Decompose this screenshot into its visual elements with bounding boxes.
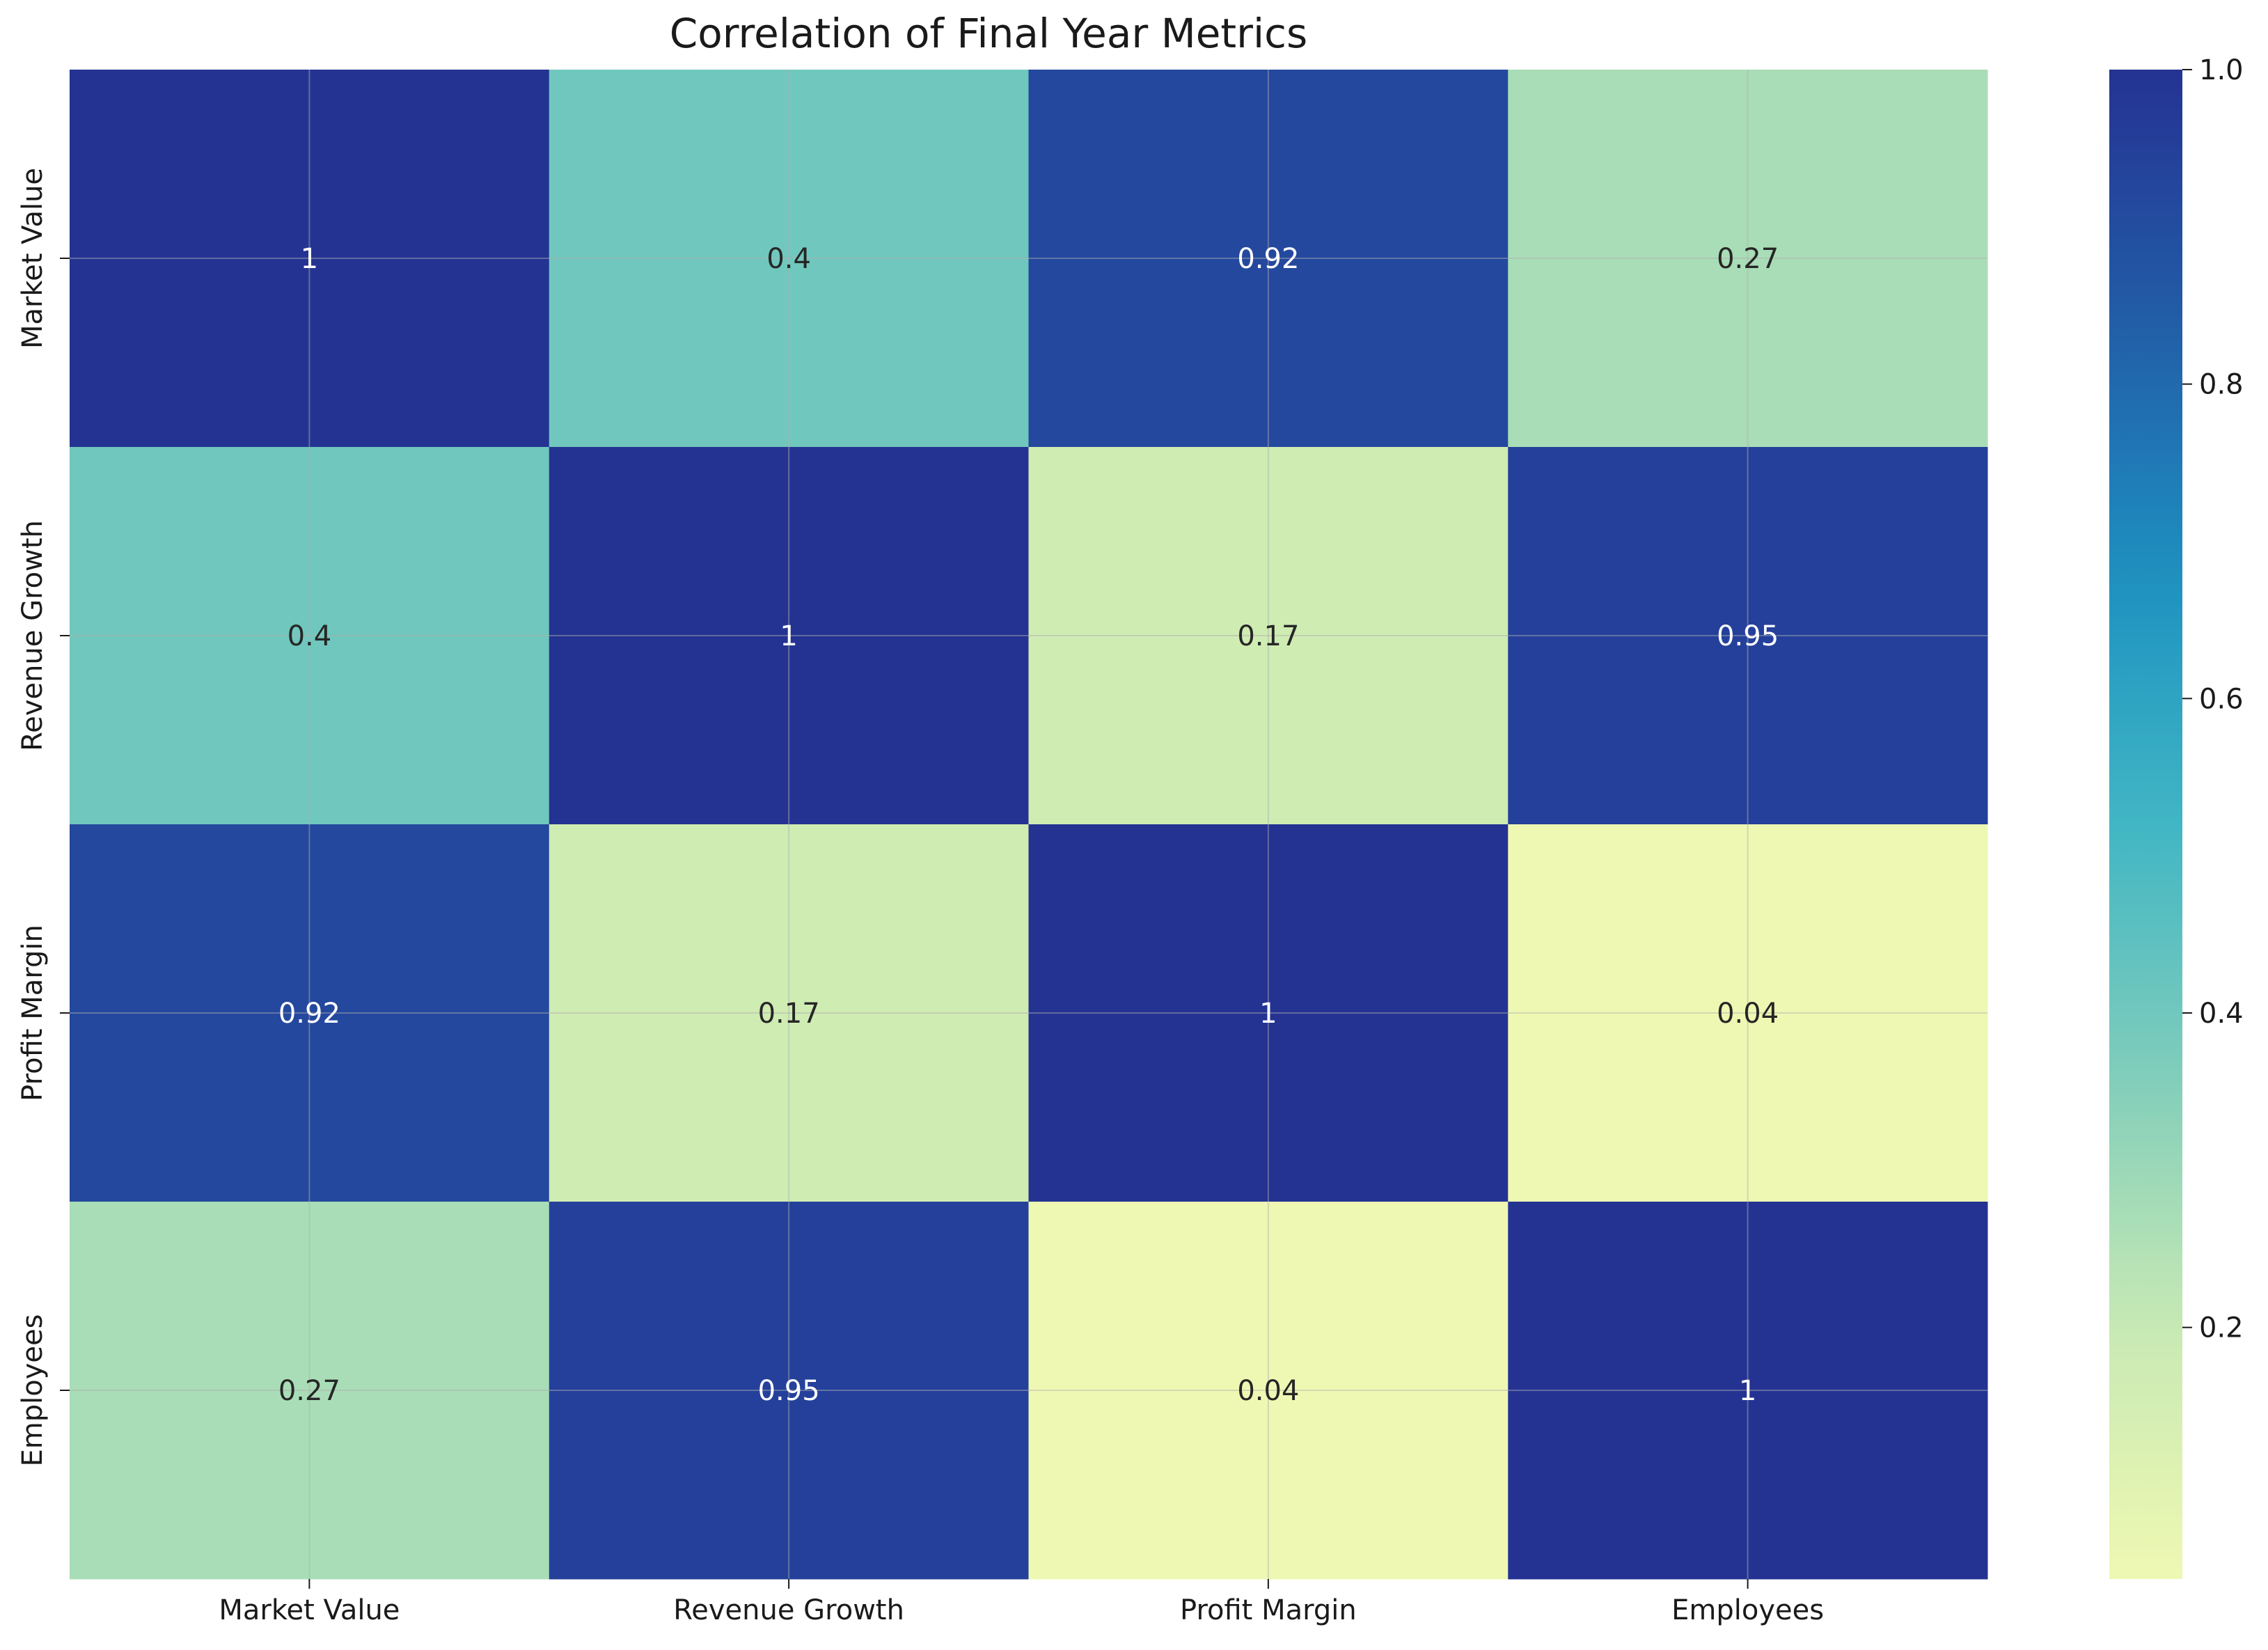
cell-annotation: 0.4 (288, 620, 332, 652)
x-axis: Market Value Revenue Growth Profit Margin E… (219, 1579, 1824, 1626)
cell-annotation: 0.92 (278, 998, 340, 1030)
x-tick-label: Market Value (219, 1594, 400, 1626)
colorbar: 0.2 0.4 0.6 0.8 1.0 (2109, 54, 2244, 1579)
cell-annotation: 0.92 (1237, 243, 1299, 275)
cell-annotation: 0.95 (758, 1375, 820, 1407)
heatmap-cell (1508, 824, 1988, 1202)
heatmap-cell (70, 70, 550, 448)
cell-annotation: 1 (301, 243, 318, 275)
heatmap-cell (549, 824, 1029, 1202)
heatmap-cell (1028, 824, 1509, 1202)
heatmap-cell (549, 447, 1029, 825)
heatmap-cell (1508, 447, 1988, 825)
y-tick-label: Revenue Growth (17, 520, 49, 751)
x-tick-label: Profit Margin (1180, 1594, 1357, 1626)
heatmap-cell (70, 824, 550, 1202)
cell-annotations: 1 0.4 0.92 0.27 0.4 1 0.17 0.95 0.92 0.17 1 0.04 0.2… (278, 243, 1779, 1407)
cell-annotation: 0.04 (1237, 1375, 1299, 1407)
cell-annotation: 0.04 (1717, 998, 1779, 1030)
heatmap-cell (1508, 1202, 1988, 1580)
cell-annotation: 0.27 (1717, 243, 1779, 275)
colorbar-tick-label: 0.6 (2199, 683, 2244, 715)
heatmap-cell (1028, 447, 1509, 825)
cell-annotation: 0.27 (278, 1375, 340, 1407)
heatmap-cell (1508, 70, 1988, 448)
colorbar-tick-label: 0.8 (2199, 369, 2244, 401)
y-axis: Market Value Revenue Growth Profit Margin E… (17, 168, 70, 1467)
heatmap-cell (549, 70, 1029, 448)
gridlines (70, 70, 1987, 1579)
colorbar-tick-label: 1.0 (2199, 54, 2244, 86)
colorbar-tick-label: 0.2 (2199, 1312, 2244, 1344)
colorbar-gradient (2109, 70, 2182, 1579)
y-tick-label: Profit Margin (17, 925, 49, 1101)
x-tick-label: Employees (1671, 1594, 1824, 1626)
x-tick-label: Revenue Growth (673, 1594, 904, 1626)
y-tick-label: Employees (17, 1314, 49, 1467)
cell-annotation: 0.95 (1717, 620, 1779, 652)
colorbar-tick-label: 0.4 (2199, 998, 2244, 1030)
cell-annotation: 0.4 (766, 243, 811, 275)
cell-annotation: 0.17 (758, 998, 820, 1030)
chart-title: Correlation of Final Year Metrics (670, 10, 1307, 57)
heatmap-cell (70, 1202, 550, 1580)
heatmap-cell (70, 447, 550, 825)
cell-annotation: 1 (1259, 998, 1277, 1030)
heatmap-cell (1028, 1202, 1509, 1580)
cell-annotation: 0.17 (1237, 620, 1299, 652)
y-tick-label: Market Value (17, 168, 49, 349)
heatmap-cell (549, 1202, 1029, 1580)
cell-annotation: 1 (1739, 1375, 1756, 1407)
heatmap-cell (1028, 70, 1509, 448)
heatmap-cells (70, 70, 1988, 1580)
cell-annotation: 1 (780, 620, 797, 652)
